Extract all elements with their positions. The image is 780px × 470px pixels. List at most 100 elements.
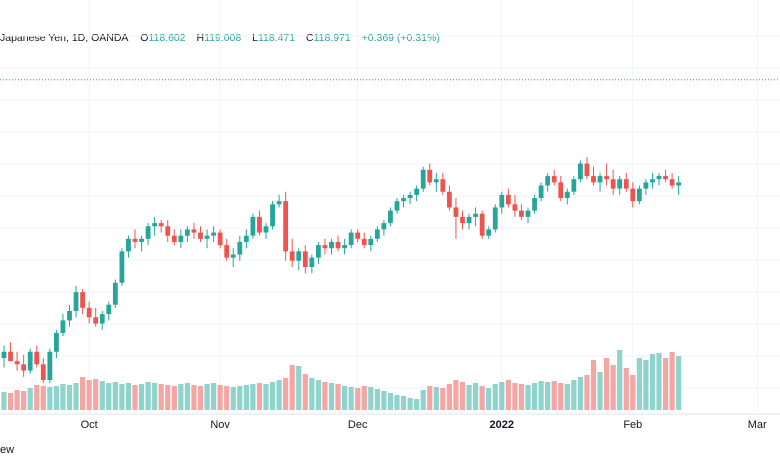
candle-body xyxy=(381,223,387,230)
candle-body xyxy=(73,292,79,311)
candle-body xyxy=(112,282,118,305)
volume-bar xyxy=(348,387,354,410)
volume-bar xyxy=(237,386,243,410)
candle-body xyxy=(40,364,46,380)
candle-body xyxy=(551,176,557,183)
volume-bar xyxy=(610,365,616,410)
high-value: 119.008 xyxy=(204,32,242,44)
volume-bar xyxy=(427,386,433,410)
candle-body xyxy=(316,245,321,258)
volume-bar xyxy=(492,384,498,410)
candle-body xyxy=(47,351,53,380)
volume-bar xyxy=(14,390,20,410)
volume-bar xyxy=(440,388,446,410)
candle-body xyxy=(617,179,623,189)
volume-bar xyxy=(433,387,439,410)
close-label: C xyxy=(305,32,314,44)
volume-bar xyxy=(289,365,295,410)
candle-body xyxy=(276,201,282,205)
volume-bar xyxy=(400,396,407,410)
candle-body xyxy=(67,310,72,321)
volume-bar xyxy=(643,360,649,410)
volume-bar xyxy=(414,399,420,410)
candle-body xyxy=(545,176,551,186)
volume-bar xyxy=(86,380,92,410)
candle-body xyxy=(538,185,544,199)
candle-body xyxy=(204,235,210,239)
candle-body xyxy=(342,245,347,249)
candle-body xyxy=(60,320,66,333)
volume-bar xyxy=(309,378,315,410)
volume-bar xyxy=(577,377,583,410)
volume-bar xyxy=(368,387,374,410)
volume-bar xyxy=(27,388,33,410)
candle-body xyxy=(1,351,7,359)
volume-bar xyxy=(125,383,132,410)
candle-body xyxy=(407,194,413,199)
volume-bar xyxy=(60,384,66,410)
volume-bar xyxy=(499,382,505,410)
volume-bar xyxy=(597,372,603,410)
volume-bar xyxy=(138,384,145,410)
volume-bar xyxy=(505,380,511,410)
candle-body xyxy=(479,213,485,236)
candle-body xyxy=(610,179,616,189)
candle-body xyxy=(420,169,426,189)
candle-body xyxy=(178,235,184,242)
volume-bar xyxy=(1,392,7,410)
volume-bar xyxy=(630,375,636,410)
candle-body xyxy=(636,188,642,202)
candle-body xyxy=(676,182,682,186)
volume-bar xyxy=(558,383,564,410)
low-label: L xyxy=(252,32,258,44)
candle-body xyxy=(571,179,577,192)
volume-bar xyxy=(361,386,367,410)
volume-bar xyxy=(335,384,341,410)
candle-body xyxy=(257,216,262,233)
candle-body xyxy=(126,238,131,252)
volume-bar xyxy=(158,384,164,410)
volume-bar xyxy=(512,383,518,410)
volume-bar xyxy=(636,358,642,410)
candle-body xyxy=(630,188,636,202)
x-tick-label: Feb xyxy=(623,419,642,431)
volume-bar xyxy=(47,387,53,410)
volume-bar xyxy=(250,384,256,410)
volume-bar xyxy=(165,385,171,410)
volume-bar xyxy=(256,383,263,410)
volume-bar xyxy=(145,382,151,410)
volume-bar xyxy=(387,393,394,410)
candle-body xyxy=(198,232,203,239)
price-candles xyxy=(1,157,682,384)
volume-bar xyxy=(112,382,118,410)
volume-bar xyxy=(296,366,302,410)
volume-bar xyxy=(224,386,230,410)
candle-body xyxy=(394,201,400,211)
candle-body xyxy=(119,251,125,283)
candle-body xyxy=(492,207,498,230)
candle-body xyxy=(322,245,328,249)
volume-bar xyxy=(649,354,656,410)
volume-bar xyxy=(604,358,610,410)
candle-body xyxy=(145,226,151,239)
candle-body xyxy=(152,223,158,227)
volume-bar xyxy=(7,393,14,410)
candle-body xyxy=(427,169,433,183)
candle-body xyxy=(224,245,230,258)
candle-body xyxy=(34,351,40,365)
candle-body xyxy=(230,254,236,258)
candle-body xyxy=(669,179,675,186)
volume-bar xyxy=(394,395,400,410)
candle-body xyxy=(564,191,570,199)
open-label: O xyxy=(140,32,149,44)
volume-bar xyxy=(617,350,623,410)
volume-bar xyxy=(197,386,204,410)
high-label: H xyxy=(196,32,205,44)
candle-body xyxy=(604,176,609,180)
volume-bar xyxy=(531,383,538,410)
volume-bar xyxy=(446,384,452,410)
volume-bar xyxy=(191,385,197,410)
volume-bar xyxy=(473,383,479,410)
volume-bars xyxy=(1,350,682,410)
